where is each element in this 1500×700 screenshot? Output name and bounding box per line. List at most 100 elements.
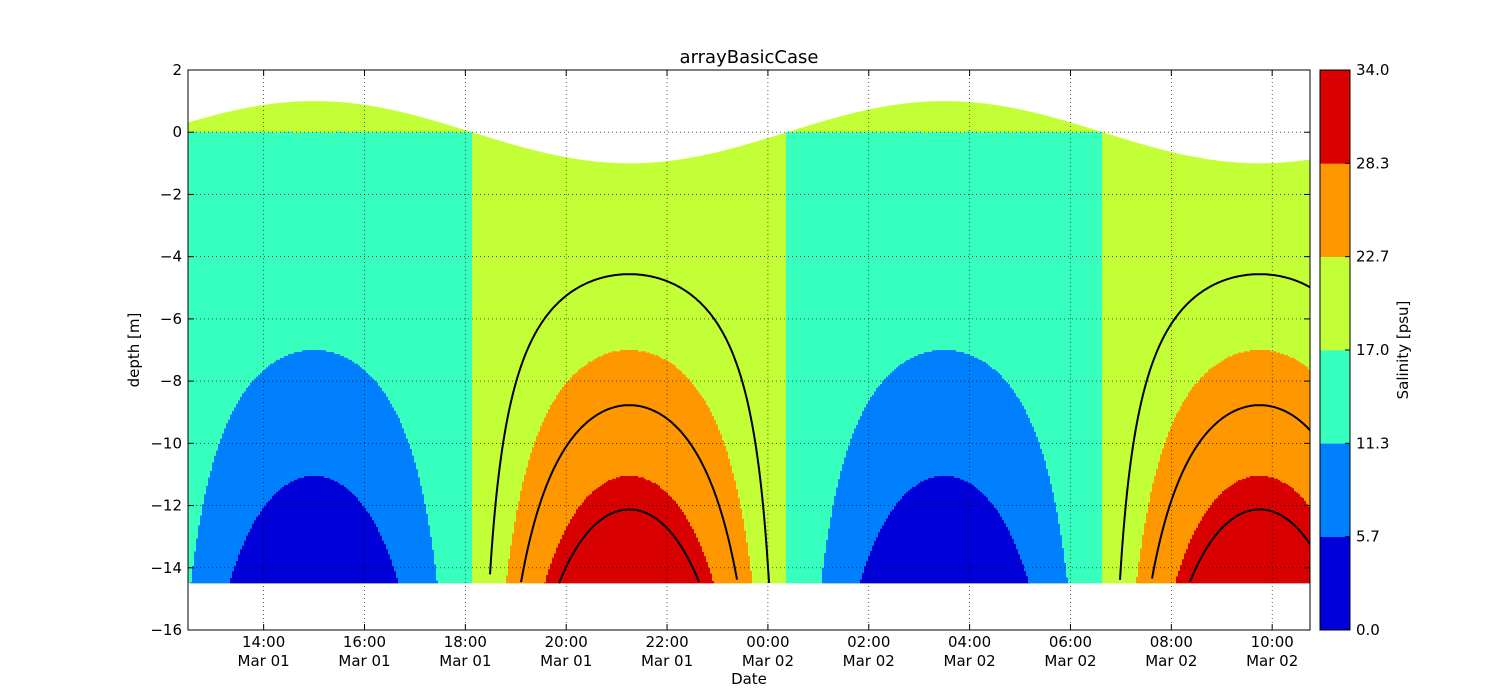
salinity-cell <box>260 372 263 512</box>
salinity-cell <box>1146 145 1149 513</box>
salinity-cell <box>876 132 879 388</box>
salinity-cell <box>1086 127 1089 133</box>
salinity-cell <box>528 149 531 461</box>
salinity-cell <box>1020 131 1023 403</box>
salinity-cell <box>372 520 375 584</box>
salinity-cell <box>842 464 845 584</box>
salinity-cell <box>926 479 929 584</box>
salinity-cell <box>1284 355 1287 483</box>
salinity-cell <box>424 118 427 133</box>
salinity-cell <box>968 131 971 355</box>
salinity-cell <box>340 484 343 584</box>
salinity-cell <box>946 132 949 351</box>
salinity-cell <box>212 115 215 133</box>
salinity-cell <box>446 124 449 133</box>
contour-line <box>1119 273 1310 580</box>
salinity-cell <box>1094 131 1097 584</box>
salinity-cell <box>990 367 993 503</box>
salinity-cell <box>1014 393 1017 545</box>
salinity-cell <box>572 158 575 375</box>
salinity-cell <box>240 132 243 397</box>
salinity-cell <box>306 350 309 477</box>
salinity-cell <box>698 392 701 542</box>
salinity-cell <box>350 492 353 584</box>
salinity-cell <box>1008 384 1011 531</box>
salinity-cell <box>332 101 335 133</box>
salinity-cell <box>440 132 443 584</box>
salinity-cell <box>604 162 607 354</box>
salinity-cell <box>336 353 339 482</box>
salinity-cell <box>1044 132 1047 461</box>
salinity-cell <box>1196 527 1199 584</box>
salinity-cell <box>336 101 339 132</box>
x-tick-time-label: 00:00 <box>746 633 789 651</box>
salinity-cell <box>828 131 831 529</box>
salinity-cell <box>994 507 997 584</box>
salinity-cell <box>1226 357 1229 489</box>
salinity-cell <box>246 107 249 133</box>
salinity-cell <box>546 413 549 576</box>
salinity-cell <box>682 373 685 513</box>
salinity-cell <box>818 131 821 584</box>
salinity-cell <box>834 131 837 496</box>
salinity-cell <box>1232 355 1235 485</box>
salinity-cell <box>1270 163 1273 352</box>
salinity-cell <box>208 477 211 584</box>
colorbar-tick-label: 17.0 <box>1356 341 1389 359</box>
salinity-cell <box>902 363 905 496</box>
salinity-cell <box>560 389 563 540</box>
salinity-cell <box>288 102 291 132</box>
salinity-cell <box>1276 352 1279 479</box>
salinity-cell <box>688 521 691 584</box>
salinity-cell <box>932 477 935 584</box>
salinity-cell <box>930 101 933 133</box>
salinity-cell <box>724 150 727 446</box>
salinity-cell <box>238 400 241 555</box>
salinity-cell <box>648 162 651 353</box>
salinity-cell <box>390 559 393 584</box>
salinity-cell <box>1152 483 1155 584</box>
salinity-cell <box>872 394 875 546</box>
salinity-cell <box>294 479 297 584</box>
salinity-cell <box>1212 366 1215 503</box>
salinity-cell <box>1180 564 1183 584</box>
salinity-cell <box>282 486 285 584</box>
salinity-cell <box>1088 128 1091 133</box>
salinity-cell <box>290 131 293 354</box>
salinity-cell <box>620 163 623 350</box>
salinity-cell <box>1236 481 1239 584</box>
salinity-cell <box>488 137 491 584</box>
x-tick-date-label: Mar 02 <box>1044 652 1096 670</box>
salinity-cell <box>886 132 889 377</box>
salinity-field <box>188 101 1310 584</box>
salinity-cell <box>1196 157 1199 384</box>
salinity-cell <box>1070 122 1073 133</box>
salinity-cell <box>1138 143 1141 562</box>
salinity-cell <box>1042 132 1045 455</box>
salinity-cell <box>1140 144 1143 549</box>
salinity-cell <box>958 351 961 478</box>
salinity-cell <box>590 493 593 584</box>
salinity-cell <box>918 483 921 584</box>
salinity-cell <box>950 101 953 133</box>
salinity-cell <box>1222 360 1225 492</box>
salinity-cell <box>974 486 977 584</box>
salinity-cell <box>1120 138 1123 584</box>
salinity-cell <box>840 131 843 471</box>
salinity-cell <box>804 132 807 584</box>
salinity-cell <box>392 132 395 408</box>
salinity-cell <box>970 483 973 584</box>
salinity-cell <box>1112 135 1115 584</box>
salinity-cell <box>302 101 305 133</box>
salinity-cell <box>940 132 943 351</box>
salinity-cell <box>1178 410 1181 571</box>
salinity-cell <box>598 487 601 584</box>
salinity-cell <box>458 128 461 133</box>
salinity-cell <box>238 109 241 133</box>
salinity-cell <box>234 110 237 133</box>
salinity-cell <box>880 132 883 385</box>
salinity-cell <box>1266 163 1269 350</box>
salinity-cell <box>590 361 593 494</box>
salinity-cell <box>1162 448 1165 584</box>
salinity-cell <box>644 162 647 352</box>
